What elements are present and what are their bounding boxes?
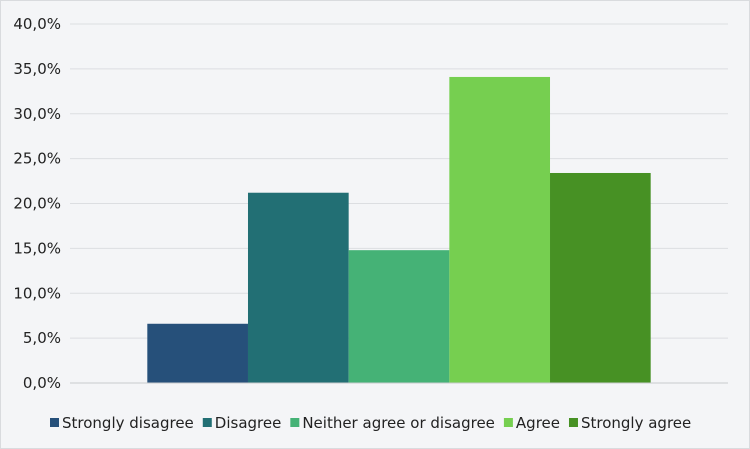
legend-swatch: [568, 418, 578, 427]
y-tick-label: 40,0%: [13, 15, 61, 33]
y-tick-label: 15,0%: [13, 239, 61, 257]
legend-swatch: [290, 418, 300, 427]
bar-agree: [449, 76, 551, 383]
y-tick-label: 25,0%: [13, 150, 61, 168]
legend-label: Strongly disagree: [62, 414, 194, 432]
bar-strongly-agree: [550, 172, 651, 383]
bar-neither-agree-or-disagree: [348, 250, 450, 383]
y-tick-label: 10,0%: [13, 284, 61, 302]
bars: [147, 76, 651, 383]
legend-swatch: [503, 418, 513, 427]
legend-swatch: [202, 418, 212, 427]
legend-swatch: [50, 418, 59, 427]
y-tick-label: 35,0%: [13, 60, 61, 78]
y-tick-label: 30,0%: [13, 105, 61, 123]
legend-label: Neither agree or disagree: [302, 414, 495, 432]
y-tick-label: 0,0%: [23, 374, 61, 392]
y-axis-ticks: 0,0% 5,0% 10,0% 15,0% 20,0% 25,0% 30,0% 35,0% 40…: [13, 15, 61, 392]
legend-label: Agree: [516, 414, 560, 432]
bar-disagree: [247, 192, 349, 383]
bar-strongly-disagree: [147, 323, 248, 383]
legend-label: Disagree: [215, 414, 282, 432]
y-tick-label: 5,0%: [23, 329, 61, 347]
legend-label: Strongly agree: [581, 414, 691, 432]
y-tick-label: 20,0%: [13, 195, 61, 213]
legend: Strongly disagree Disagree Neither agree o…: [50, 414, 691, 432]
